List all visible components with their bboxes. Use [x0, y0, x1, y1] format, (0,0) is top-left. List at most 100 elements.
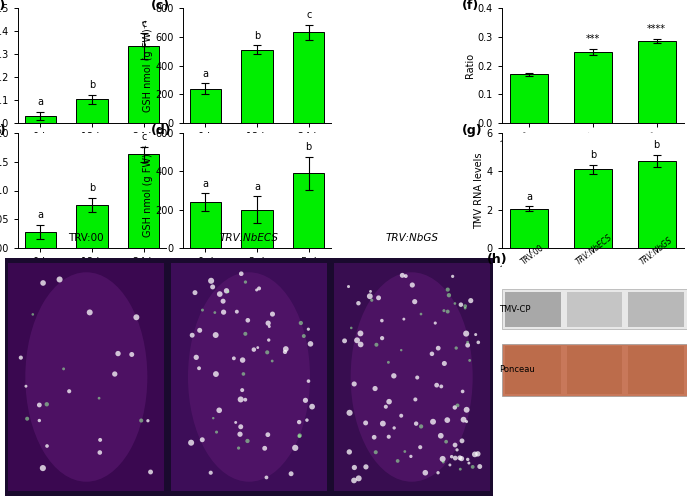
Ellipse shape	[26, 272, 148, 482]
Text: c: c	[141, 19, 146, 29]
Point	[441, 416, 453, 424]
Point	[301, 416, 313, 424]
Point	[236, 270, 247, 278]
Point	[383, 398, 394, 406]
Point	[298, 332, 309, 340]
Point	[300, 396, 311, 404]
Text: (g): (g)	[462, 124, 482, 137]
Point	[392, 457, 403, 465]
Text: b: b	[653, 141, 660, 150]
Bar	[25, 232, 55, 248]
Point	[136, 416, 147, 424]
Point	[426, 350, 437, 358]
Bar	[190, 202, 221, 248]
Point	[401, 272, 412, 280]
Point	[397, 271, 408, 279]
Point	[464, 356, 475, 364]
Bar	[574, 52, 612, 123]
Point	[449, 299, 460, 307]
Point	[207, 283, 218, 291]
Point	[262, 430, 273, 438]
Point	[228, 354, 239, 362]
Point	[263, 319, 274, 327]
Bar	[293, 173, 324, 248]
Point	[126, 350, 137, 358]
Bar	[502, 344, 687, 396]
Point	[369, 433, 380, 442]
Text: TRV:NbGS: TRV:NbGS	[638, 235, 674, 267]
Point	[15, 354, 26, 362]
Point	[473, 338, 484, 346]
Text: b: b	[254, 31, 260, 41]
Point	[58, 365, 69, 373]
Point	[441, 437, 452, 446]
Point	[444, 291, 455, 299]
Point	[142, 417, 153, 425]
Point	[399, 448, 410, 456]
Point	[446, 453, 457, 461]
Point	[236, 386, 247, 394]
Bar	[574, 169, 612, 248]
Point	[34, 416, 45, 424]
Point	[211, 370, 222, 378]
Point	[213, 406, 225, 414]
Point	[432, 344, 444, 352]
Point	[290, 444, 301, 452]
Bar	[629, 346, 684, 394]
Point	[398, 315, 410, 323]
Point	[206, 277, 217, 285]
Point	[449, 403, 460, 411]
Point	[380, 403, 392, 411]
Bar	[505, 346, 561, 394]
Point	[252, 344, 263, 352]
Point	[360, 463, 371, 471]
Point	[376, 317, 387, 325]
Point	[369, 385, 380, 393]
Point	[211, 428, 222, 436]
Bar	[567, 346, 622, 394]
Point	[383, 433, 394, 441]
Point	[465, 296, 476, 304]
Point	[415, 310, 426, 318]
Point	[436, 383, 447, 391]
FancyBboxPatch shape	[8, 263, 164, 491]
Point	[365, 292, 376, 300]
Point	[396, 346, 407, 354]
Text: b: b	[89, 183, 95, 194]
Point	[450, 344, 462, 352]
Point	[444, 461, 455, 469]
Text: (h): (h)	[487, 253, 508, 266]
Point	[254, 284, 265, 292]
Point	[457, 388, 468, 396]
Point	[109, 370, 121, 378]
Point	[420, 469, 431, 477]
Point	[461, 330, 472, 338]
Point	[430, 319, 441, 327]
Text: ****: ****	[647, 24, 666, 34]
Text: (c): (c)	[150, 0, 170, 12]
Point	[437, 455, 448, 463]
Ellipse shape	[351, 272, 473, 482]
Point	[238, 370, 249, 378]
Point	[412, 373, 423, 382]
Text: a: a	[202, 179, 209, 189]
Y-axis label: GSH nmol (g FW)⁻¹: GSH nmol (g FW)⁻¹	[143, 19, 152, 112]
Point	[84, 308, 95, 317]
Point	[210, 331, 221, 339]
Point	[294, 431, 305, 439]
Point	[353, 474, 365, 482]
Point	[450, 441, 461, 449]
Bar	[510, 209, 548, 248]
Text: TRV:00: TRV:00	[69, 232, 104, 242]
Point	[286, 470, 297, 478]
Bar	[567, 292, 622, 327]
Point	[349, 380, 360, 388]
Point	[371, 341, 382, 349]
Point	[344, 448, 355, 456]
Point	[37, 279, 49, 287]
Point	[360, 419, 371, 427]
Point	[431, 381, 442, 389]
Point	[343, 283, 354, 291]
Text: (a): (a)	[0, 0, 6, 12]
Point	[349, 464, 360, 472]
